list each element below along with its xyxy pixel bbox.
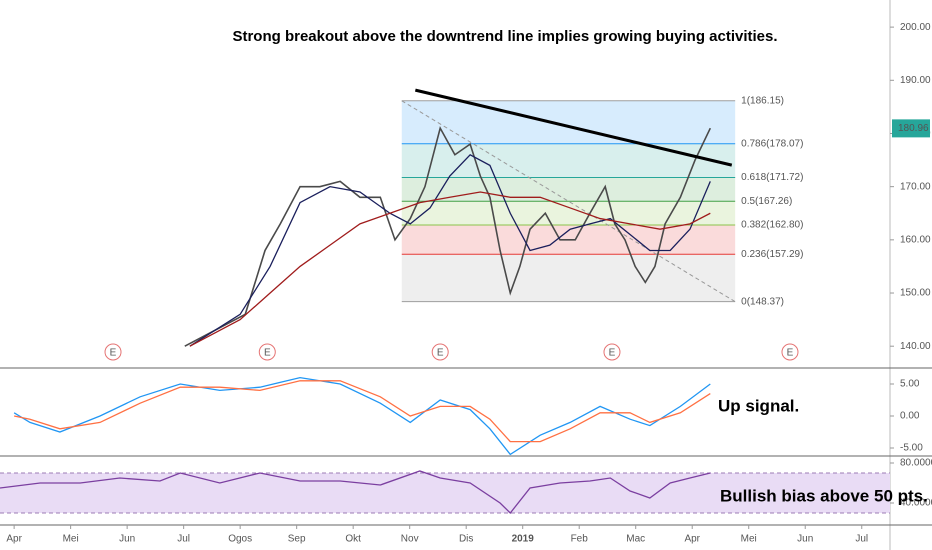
series-line bbox=[189, 153, 711, 347]
y-tick-label: 0.00 bbox=[900, 411, 920, 422]
x-tick-label: Dis bbox=[459, 534, 473, 545]
y-tick-label: 5.00 bbox=[900, 379, 920, 390]
annotation: Up signal. bbox=[718, 396, 799, 415]
earnings-label: E bbox=[264, 348, 271, 359]
earnings-marker bbox=[781, 343, 799, 361]
fib-label: 0.236(157.29) bbox=[741, 249, 803, 260]
series-line bbox=[184, 126, 712, 347]
fib-label: 0(148.37) bbox=[741, 296, 784, 307]
fib-band bbox=[401, 143, 736, 178]
series-line bbox=[13, 380, 711, 443]
x-tick-label: Jul bbox=[177, 534, 190, 545]
fib-label: 0.5(167.26) bbox=[741, 196, 792, 207]
series-line bbox=[13, 376, 711, 456]
fib-diagonal bbox=[401, 100, 736, 303]
earnings-label: E bbox=[787, 348, 794, 359]
y-tick-label: 160.00 bbox=[900, 234, 931, 245]
x-tick-label: Ogos bbox=[228, 534, 252, 545]
x-tick-label: Apr bbox=[684, 534, 700, 545]
earnings-label: E bbox=[609, 348, 616, 359]
x-tick-label: Apr bbox=[6, 534, 22, 545]
fib-label: 0.786(178.07) bbox=[741, 138, 803, 149]
fib-band bbox=[401, 201, 736, 225]
fib-label: 0.618(171.72) bbox=[741, 172, 803, 183]
x-tick-label: Mei bbox=[741, 534, 757, 545]
y-tick-label: 170.00 bbox=[900, 181, 931, 192]
x-tick-label: Jul bbox=[855, 534, 868, 545]
fib-band bbox=[401, 100, 736, 144]
series-line bbox=[189, 191, 711, 347]
x-tick-label: Feb bbox=[571, 534, 589, 545]
annotation: Bullish bias above 50 pts. bbox=[720, 486, 928, 505]
chart-title: Strong breakout above the downtrend line… bbox=[232, 28, 777, 45]
series-line bbox=[0, 470, 711, 514]
earnings-marker bbox=[603, 343, 621, 361]
y-tick-label: 80.0000 bbox=[900, 458, 932, 469]
last-price-label: 180.96 bbox=[898, 123, 929, 134]
x-tick-label: Mac bbox=[626, 534, 645, 545]
trendline bbox=[414, 88, 733, 167]
fib-label: 0.382(162.80) bbox=[741, 220, 803, 231]
y-tick-label: 150.00 bbox=[900, 288, 931, 299]
fib-band bbox=[401, 177, 736, 202]
fib-label: 1(186.15) bbox=[741, 95, 784, 106]
earnings-marker bbox=[104, 343, 122, 361]
x-tick-label: Mei bbox=[63, 534, 79, 545]
x-tick-label: Okt bbox=[345, 534, 361, 545]
earnings-label: E bbox=[437, 348, 444, 359]
y-tick-label: 200.00 bbox=[900, 22, 931, 33]
y-tick-label: -5.00 bbox=[900, 443, 923, 454]
x-tick-label: Sep bbox=[288, 534, 306, 545]
last-price-box bbox=[892, 119, 930, 138]
y-tick-label: 190.00 bbox=[900, 75, 931, 86]
y-tick-label: 140.00 bbox=[900, 341, 931, 352]
earnings-marker bbox=[258, 343, 276, 361]
earnings-label: E bbox=[110, 348, 117, 359]
earnings-marker bbox=[431, 343, 449, 361]
x-tick-label: 2019 bbox=[512, 534, 535, 545]
x-tick-label: Nov bbox=[401, 534, 419, 545]
y-tick-label: 40.0000 bbox=[900, 498, 932, 509]
x-tick-label: Jun bbox=[797, 534, 813, 545]
x-tick-label: Jun bbox=[119, 534, 135, 545]
fib-band bbox=[401, 254, 736, 302]
